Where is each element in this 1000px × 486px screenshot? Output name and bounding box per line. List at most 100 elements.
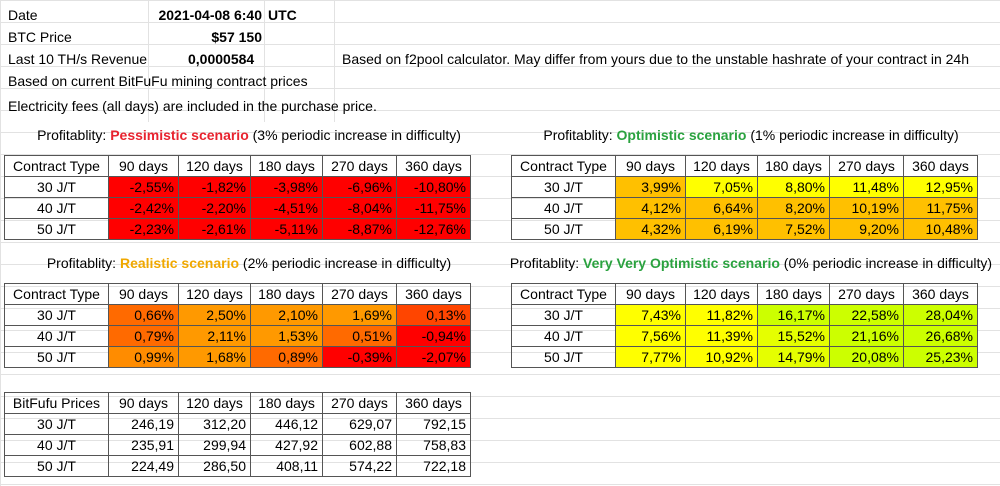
profit-cell[interactable]: 4,12% (615, 197, 686, 219)
row-label[interactable]: 40 J/T (4, 325, 109, 347)
profit-cell[interactable]: -4,51% (250, 197, 323, 219)
profit-cell[interactable]: 25,23% (903, 346, 978, 368)
profit-cell[interactable]: 8,80% (757, 176, 830, 198)
column-header[interactable]: 90 days (615, 283, 686, 305)
profit-cell[interactable]: 11,82% (685, 304, 758, 326)
column-header[interactable]: 90 days (108, 155, 179, 177)
date-value[interactable]: 2021-04-08 6:40 (158, 7, 262, 23)
corner-header[interactable]: BitFufu Prices (4, 392, 109, 414)
column-header[interactable]: 360 days (396, 155, 471, 177)
profit-cell[interactable]: -8,04% (322, 197, 397, 219)
column-header[interactable]: 180 days (250, 392, 323, 414)
profit-cell[interactable]: 6,19% (685, 218, 758, 240)
profit-cell[interactable]: -2,61% (178, 218, 251, 240)
price-cell[interactable]: 792,15 (396, 413, 471, 435)
column-header[interactable]: 120 days (178, 155, 251, 177)
profit-cell[interactable]: -0,39% (322, 346, 397, 368)
profit-cell[interactable]: 20,08% (829, 346, 904, 368)
profit-cell[interactable]: 2,11% (178, 325, 251, 347)
profit-cell[interactable]: -8,87% (322, 218, 397, 240)
row-label[interactable]: 50 J/T (511, 346, 616, 368)
row-label[interactable]: 50 J/T (511, 218, 616, 240)
price-cell[interactable]: 602,88 (322, 434, 397, 456)
profit-cell[interactable]: 1,69% (322, 304, 397, 326)
column-header[interactable]: 270 days (829, 155, 904, 177)
price-cell[interactable]: 758,83 (396, 434, 471, 456)
revenue-value[interactable]: 0,0000584 (188, 51, 255, 67)
corner-header[interactable]: Contract Type (4, 283, 109, 305)
profit-cell[interactable]: 21,16% (829, 325, 904, 347)
date-timezone[interactable]: UTC (268, 7, 297, 23)
price-cell[interactable]: 629,07 (322, 413, 397, 435)
price-cell[interactable]: 224,49 (108, 455, 179, 477)
profit-cell[interactable]: 7,56% (615, 325, 686, 347)
profit-cell[interactable]: 11,48% (829, 176, 904, 198)
column-header[interactable]: 90 days (108, 283, 179, 305)
row-label[interactable]: 30 J/T (4, 413, 109, 435)
profit-cell[interactable]: -11,75% (396, 197, 471, 219)
price-cell[interactable]: 446,12 (250, 413, 323, 435)
row-label[interactable]: 30 J/T (4, 176, 109, 198)
column-header[interactable]: 270 days (829, 283, 904, 305)
profit-cell[interactable]: 1,68% (178, 346, 251, 368)
row-label[interactable]: 50 J/T (4, 346, 109, 368)
price-cell[interactable]: 574,22 (322, 455, 397, 477)
column-header[interactable]: 120 days (685, 155, 758, 177)
profit-cell[interactable]: 16,17% (757, 304, 830, 326)
column-header[interactable]: 180 days (250, 155, 323, 177)
row-label[interactable]: 50 J/T (4, 455, 109, 477)
price-cell[interactable]: 299,94 (178, 434, 251, 456)
profit-cell[interactable]: -2,55% (108, 176, 179, 198)
profit-cell[interactable]: -3,98% (250, 176, 323, 198)
profit-cell[interactable]: 0,51% (322, 325, 397, 347)
profit-cell[interactable]: 8,20% (757, 197, 830, 219)
profit-cell[interactable]: -2,23% (108, 218, 179, 240)
column-header[interactable]: 270 days (322, 392, 397, 414)
price-cell[interactable]: 408,11 (250, 455, 323, 477)
profit-cell[interactable]: 0,89% (250, 346, 323, 368)
profit-cell[interactable]: 22,58% (829, 304, 904, 326)
column-header[interactable]: 120 days (685, 283, 758, 305)
corner-header[interactable]: Contract Type (511, 155, 616, 177)
row-label[interactable]: 40 J/T (511, 325, 616, 347)
profit-cell[interactable]: -10,80% (396, 176, 471, 198)
profit-cell[interactable]: 7,05% (685, 176, 758, 198)
profit-cell[interactable]: 11,75% (903, 197, 978, 219)
profit-cell[interactable]: 7,43% (615, 304, 686, 326)
column-header[interactable]: 180 days (757, 155, 830, 177)
btc-price-value[interactable]: $57 150 (211, 29, 262, 45)
profit-cell[interactable]: 4,32% (615, 218, 686, 240)
profit-cell[interactable]: 0,13% (396, 304, 471, 326)
profit-cell[interactable]: -0,94% (396, 325, 471, 347)
profit-cell[interactable]: -2,42% (108, 197, 179, 219)
profit-cell[interactable]: 2,10% (250, 304, 323, 326)
row-label[interactable]: 40 J/T (511, 197, 616, 219)
row-label[interactable]: 40 J/T (4, 434, 109, 456)
profit-cell[interactable]: 9,20% (829, 218, 904, 240)
profit-cell[interactable]: 26,68% (903, 325, 978, 347)
column-header[interactable]: 180 days (757, 283, 830, 305)
column-header[interactable]: 270 days (322, 283, 397, 305)
row-label[interactable]: 40 J/T (4, 197, 109, 219)
profit-cell[interactable]: -1,82% (178, 176, 251, 198)
corner-header[interactable]: Contract Type (511, 283, 616, 305)
profit-cell[interactable]: 1,53% (250, 325, 323, 347)
profit-cell[interactable]: 0,66% (108, 304, 179, 326)
profit-cell[interactable]: -12,76% (396, 218, 471, 240)
profit-cell[interactable]: 0,79% (108, 325, 179, 347)
profit-cell[interactable]: -2,20% (178, 197, 251, 219)
row-label[interactable]: 30 J/T (4, 304, 109, 326)
column-header[interactable]: 360 days (396, 392, 471, 414)
profit-cell[interactable]: 10,19% (829, 197, 904, 219)
profit-cell[interactable]: -6,96% (322, 176, 397, 198)
profit-cell[interactable]: 6,64% (685, 197, 758, 219)
profit-cell[interactable]: 28,04% (903, 304, 978, 326)
profit-cell[interactable]: 0,99% (108, 346, 179, 368)
price-cell[interactable]: 286,50 (178, 455, 251, 477)
column-header[interactable]: 180 days (250, 283, 323, 305)
profit-cell[interactable]: 3,99% (615, 176, 686, 198)
profit-cell[interactable]: 7,77% (615, 346, 686, 368)
profit-cell[interactable]: 10,92% (685, 346, 758, 368)
column-header[interactable]: 120 days (178, 392, 251, 414)
column-header[interactable]: 360 days (903, 283, 978, 305)
